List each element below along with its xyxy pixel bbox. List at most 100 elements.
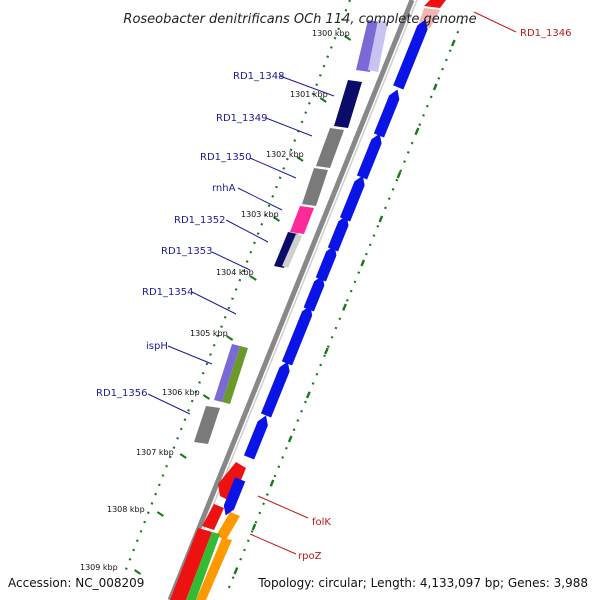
cds-arrow-0 (393, 19, 428, 90)
gene-label-ispH[interactable]: ispH (146, 341, 168, 352)
tick-label-1309: 1309 kbp (80, 563, 118, 572)
gc-content-track (123, 0, 464, 591)
gc-skew-dash (342, 303, 347, 311)
cds-arrow-2 (356, 133, 382, 180)
leader-1348 (279, 75, 335, 97)
gene-label-rd1-1350[interactable]: RD1_1350 (200, 152, 251, 163)
feature-gray-1356 (194, 406, 220, 444)
feature-orange-rpoZ (216, 512, 240, 540)
feature-gray-1350 (302, 168, 328, 206)
tick-label-1308: 1308 kbp (107, 505, 145, 514)
gc-skew-dash (360, 259, 366, 267)
tick-mark-3 (272, 216, 280, 222)
gene-label-rd1-1353[interactable]: RD1_1353 (161, 246, 212, 257)
tick-marks (134, 35, 352, 575)
tick-mark-1 (319, 97, 327, 103)
gc-outer-line (226, 21, 464, 591)
accession-text: Accession: NC_008209 (8, 576, 144, 590)
gene-label-rd1-1349[interactable]: RD1_1349 (216, 113, 267, 124)
tick-mark-5 (226, 335, 234, 341)
leader-1354 (191, 291, 237, 315)
feature-red-2 (202, 504, 224, 530)
feature-violet-top-light (368, 20, 388, 72)
cds-arrow-8 (260, 361, 290, 418)
leader-rnhA (237, 187, 283, 211)
backbone-line (167, 0, 415, 600)
feature-orange-bottom (196, 538, 232, 600)
gene-label-rd1-1346[interactable]: RD1_1346 (520, 28, 571, 39)
cds-arrow-6 (303, 275, 325, 312)
tick-mark-7 (179, 453, 187, 459)
gc-skew-dash (233, 567, 239, 575)
feature-red-folK-left (218, 462, 246, 502)
gc-skew-dash (269, 479, 275, 487)
tick-mark-8 (156, 511, 164, 517)
cds-arrow-9 (243, 415, 268, 460)
feature-red-bottom (170, 528, 212, 600)
leader-ispH (167, 345, 213, 365)
cds-arrow-3 (339, 175, 365, 222)
leader-folK (257, 495, 309, 519)
cds-arrow-5 (315, 245, 337, 282)
tick-label-1304: 1304 kbp (216, 268, 254, 277)
tick-mark-2 (296, 156, 304, 162)
feature-light-1353 (282, 234, 302, 268)
leader-1350 (249, 157, 297, 179)
gene-label-rnhA[interactable]: rnhA (212, 183, 236, 194)
tick-labels: 1300 kbp 1301 kbp 1302 kbp 1303 kbp 1304… (80, 29, 350, 572)
feature-track (170, 0, 446, 600)
map-title: Roseobacter denitrificans OCh 114, compl… (123, 12, 476, 27)
gc-skew-dash (324, 347, 329, 355)
feature-green-bottom (186, 532, 220, 600)
gene-label-rd1-1354[interactable]: RD1_1354 (142, 287, 193, 298)
tick-mark-0 (344, 35, 352, 41)
cds-arrow-4 (327, 215, 349, 252)
leader-1356 (147, 393, 191, 415)
gc-skew-dash (305, 391, 311, 399)
feature-gray-1349 (316, 128, 344, 168)
tick-mark-6 (202, 394, 210, 400)
tick-label-1307: 1307 kbp (136, 448, 174, 457)
gene-label-rd1-1356[interactable]: RD1_1356 (96, 388, 147, 399)
gene-label-folK[interactable]: folK (312, 517, 331, 528)
feature-olive-ispH (222, 346, 248, 404)
tick-label-1303: 1303 kbp (241, 210, 279, 219)
leader-rpoZ (249, 533, 297, 555)
tick-mark-9 (134, 569, 142, 575)
gc-skew-dash (378, 215, 384, 223)
cds-arrow-1 (373, 89, 400, 138)
gene-label-rd1-1348[interactable]: RD1_1348 (233, 71, 284, 82)
label-leaders (147, 11, 517, 555)
gene-label-rpoZ[interactable]: rpoZ (298, 551, 322, 562)
gc-skew-dash (450, 39, 456, 47)
tick-label-1300: 1300 kbp (312, 29, 350, 38)
backbone-highlight (174, 0, 418, 600)
leader-1353 (211, 251, 251, 271)
gc-skew-track (233, 39, 456, 575)
tick-mark-4 (249, 275, 257, 281)
leader-1349 (265, 117, 313, 137)
feature-violet-ispH (214, 344, 240, 402)
feature-navy-1352 (274, 232, 298, 268)
leader-1346 (473, 11, 517, 33)
feature-violet-top (356, 20, 380, 72)
gc-skew-dash (396, 171, 402, 179)
leader-1352 (225, 219, 269, 243)
topology-text: Topology: circular; Length: 4,133,097 bp… (257, 576, 588, 590)
gc-skew-dash (251, 523, 257, 531)
gc-skew-dash (432, 83, 438, 91)
gc-skew-dash (287, 435, 293, 443)
feature-magenta-rnhA (290, 206, 314, 234)
cds-arrow-7 (281, 305, 313, 366)
tick-label-1301: 1301 kbp (290, 90, 328, 99)
tick-label-1305: 1305 kbp (190, 329, 228, 338)
cds-track (223, 19, 428, 516)
cds-arrow-10 (223, 477, 246, 516)
feature-red-top (424, 0, 446, 8)
feature-navy-1348 (334, 80, 362, 128)
tick-label-1302: 1302 kbp (266, 150, 304, 159)
gene-label-rd1-1352[interactable]: RD1_1352 (174, 215, 225, 226)
tick-label-1306: 1306 kbp (162, 388, 200, 397)
